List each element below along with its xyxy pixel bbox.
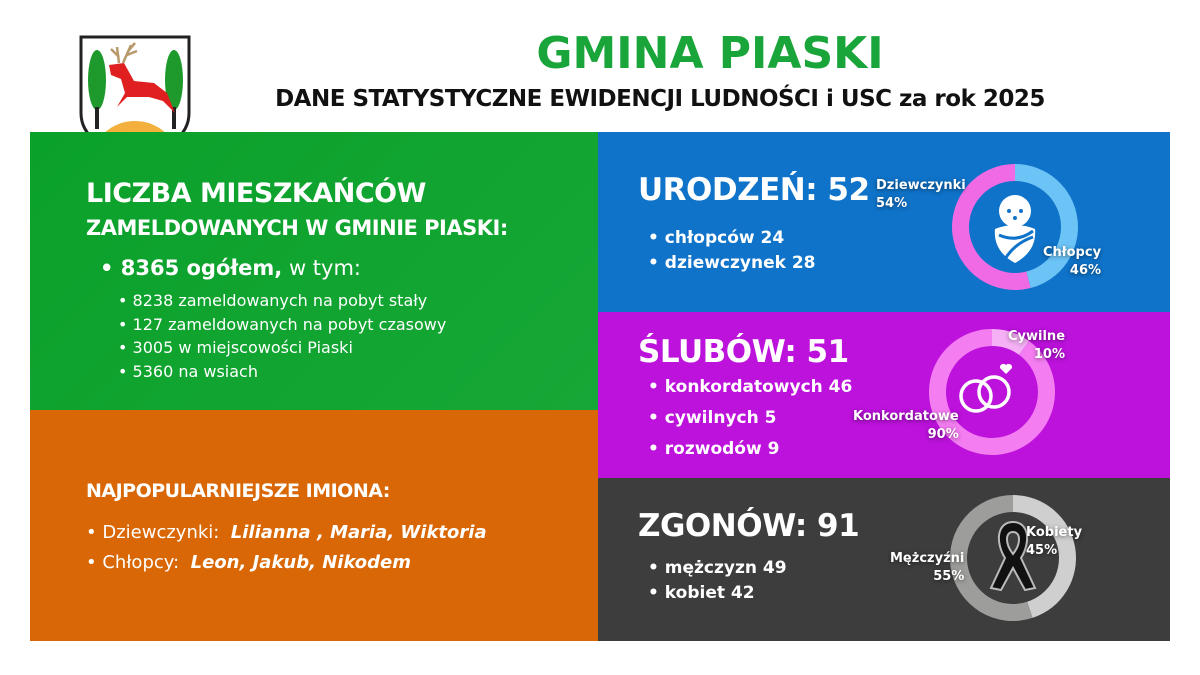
marriages-panel: ŚLUBÓW: 51 konkordatowych 46 cywilnych 5… bbox=[598, 312, 1170, 478]
page-title: GMINA PIASKI bbox=[536, 28, 884, 79]
baby-icon bbox=[994, 195, 1036, 263]
deaths-panel: ZGONÓW: 91 mężczyzn 49 kobiet 42 Kobiety… bbox=[598, 478, 1170, 641]
list-item: rozwodów 9 bbox=[648, 434, 852, 465]
births-heading: URODZEŃ: 52 bbox=[638, 172, 870, 208]
list-item: 3005 w miejscowości Piaski bbox=[118, 336, 446, 360]
list-item: dziewczynek 28 bbox=[648, 251, 816, 276]
list-item: chłopców 24 bbox=[648, 226, 816, 251]
residents-heading-line2: ZAMELDOWANYCH W GMINIE PIASKI: bbox=[86, 216, 508, 240]
names-heading: NAJPOPULARNIEJSZE IMIONA: bbox=[86, 480, 390, 502]
residents-list: 8238 zameldowanych na pobyt stały 127 za… bbox=[118, 289, 447, 384]
donut-slice-mężczyźni bbox=[950, 495, 1033, 621]
list-item: cywilnych 5 bbox=[648, 403, 852, 434]
wedding-rings-icon bbox=[959, 363, 1013, 413]
births-donut-chart bbox=[952, 164, 1078, 290]
list-item: 127 zameldowanych na pobyt czasowy bbox=[118, 313, 447, 337]
deaths-heading: ZGONÓW: 91 bbox=[638, 508, 860, 544]
names-panel: NAJPOPULARNIEJSZE IMIONA: • Dziewczynki:… bbox=[30, 410, 598, 641]
residents-total: • 8365 ogółem, w tym: bbox=[100, 256, 362, 280]
names-boys: • Chłopcy: Leon, Jakub, Nikodem bbox=[86, 552, 411, 573]
marriages-civil-label: Cywilne 10% bbox=[1008, 329, 1066, 362]
residents-panel: LICZBA MIESZKAŃCÓW ZAMELDOWANYCH W GMINI… bbox=[30, 132, 598, 410]
deaths-donut-chart bbox=[950, 495, 1076, 621]
deaths-women-label: Kobiety 45% bbox=[1026, 525, 1083, 558]
list-item: 5360 na wsiach bbox=[118, 360, 446, 384]
residents-total-rest: w tym: bbox=[282, 256, 362, 280]
list-item: konkordatowych 46 bbox=[648, 372, 853, 403]
list-item: kobiet 42 bbox=[648, 581, 787, 606]
marriages-heading: ŚLUBÓW: 51 bbox=[638, 334, 849, 370]
donut-slice-chłopcy bbox=[1015, 164, 1078, 289]
deaths-men-label: Mężczyźni 55% bbox=[890, 551, 965, 584]
boys-names: Leon, Jakub, Nikodem bbox=[190, 552, 411, 573]
births-girls-label: Dziewczynki 54% bbox=[876, 178, 966, 211]
donut-slice-cywilne bbox=[992, 329, 1030, 355]
marriages-donut-chart bbox=[929, 329, 1055, 455]
girls-names: Lilianna , Maria, Wiktoria bbox=[230, 522, 487, 543]
marriages-church-label: Konkordatowe 90% bbox=[853, 409, 959, 442]
residents-total-value: 8365 ogółem, bbox=[120, 256, 283, 280]
list-item: mężczyzn 49 bbox=[648, 556, 787, 581]
births-panel: URODZEŃ: 52 chłopców 24 dziewczynek 28 D… bbox=[598, 132, 1170, 312]
boys-label: Chłopcy: bbox=[102, 552, 180, 573]
donut-slice-kobiety bbox=[1013, 495, 1076, 618]
page-subtitle: DANE STATYSTYCZNE EWIDENCJI LUDNOŚCI i U… bbox=[275, 86, 1045, 112]
list-item: 8238 zameldowanych na pobyt stały bbox=[118, 289, 446, 313]
residents-heading-line1: LICZBA MIESZKAŃCÓW bbox=[86, 178, 426, 209]
girls-label: Dziewczynki: bbox=[102, 522, 220, 543]
mourning-ribbon-icon bbox=[989, 520, 1037, 592]
donut-slice-dziewczynki bbox=[952, 164, 1031, 290]
births-boys-label: Chłopcy 46% bbox=[1043, 245, 1102, 278]
names-girls: • Dziewczynki: Lilianna , Maria, Wiktori… bbox=[86, 522, 487, 543]
